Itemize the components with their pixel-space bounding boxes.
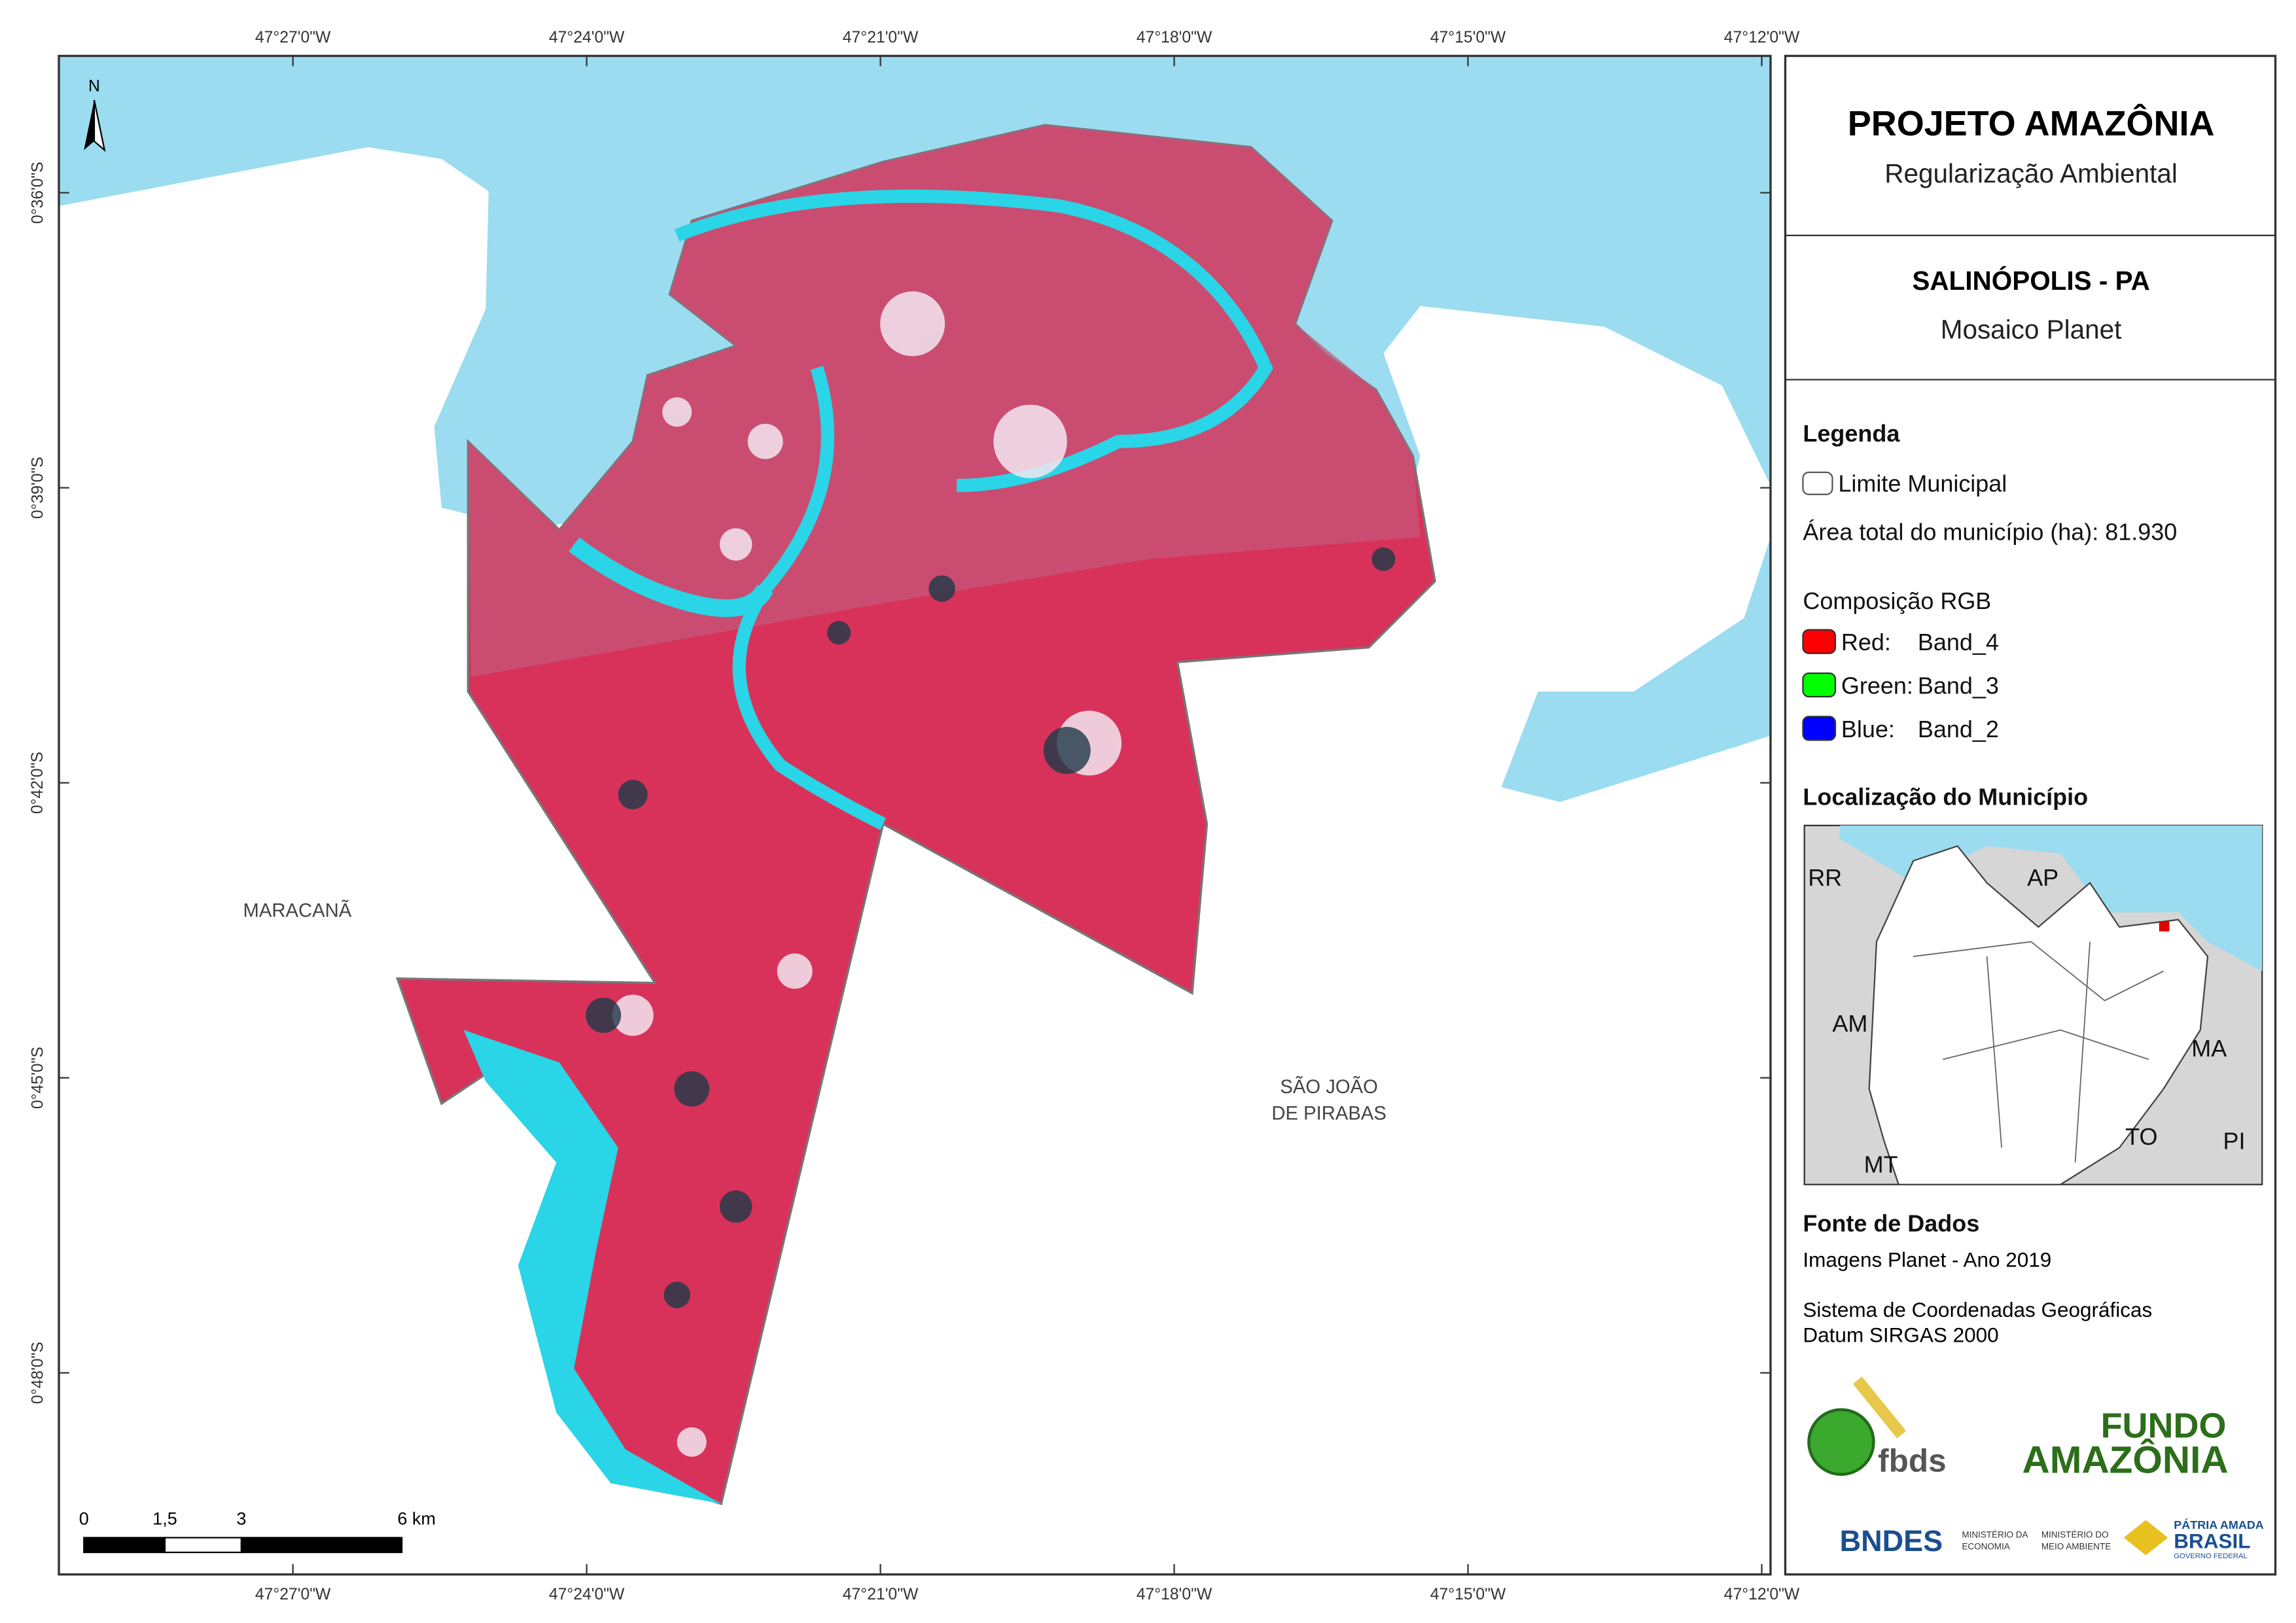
scale-bar [83, 1537, 403, 1554]
scale-label: 0 [79, 1509, 89, 1528]
place-name: DE PIRABAS [1271, 1104, 1386, 1125]
title: PROJETO AMAZÔNIA [1848, 103, 2215, 143]
north-label: N [88, 77, 100, 95]
municipality: SALINÓPOLIS - PA [1912, 266, 2150, 296]
x-coord-label: 47°21'0"W [843, 29, 919, 46]
fundo-logo: FUNDO [2101, 1406, 2227, 1446]
band-swatch [1802, 672, 1837, 698]
band-channel: Blue: [1841, 716, 1895, 742]
band-name: Band_4 [1918, 629, 1999, 655]
brasil-logo: GOVERNO FEDERAL [2174, 1552, 2247, 1560]
subtitle: Regularização Ambiental [1884, 158, 2178, 188]
sea-east [1501, 537, 1771, 802]
sources-title: Fonte de Dados [1803, 1210, 1979, 1237]
inset-map [1803, 824, 2263, 1185]
y-coord-label: 0°39'0"S [29, 457, 46, 519]
north-arrow [84, 99, 94, 150]
x-coord-label: 47°15'0"W [1430, 1586, 1506, 1603]
ministry-logo: MEIO AMBIENTE [2041, 1542, 2111, 1552]
coordinate-labels: 47°27'0"W 47°27'0"W 47°24'0"W 47°24'0"W 47°2… [29, 29, 1800, 1603]
x-coord-label: 47°21'0"W [843, 1586, 919, 1603]
place-name: MARACANÃ [243, 899, 352, 921]
legend-swatch [1802, 471, 1833, 495]
brasil-logo: PÁTRIA AMADA [2174, 1518, 2264, 1531]
ministry-logo: ECONOMIA [1962, 1542, 2009, 1552]
estuary [674, 189, 1273, 830]
inset-label: MA [2191, 1035, 2227, 1062]
inset-label: AM [1832, 1010, 1867, 1037]
x-coord-label: 47°27'0"W [255, 29, 331, 46]
fbds-logo [1807, 1408, 1875, 1476]
x-coord-label: 47°24'0"W [549, 29, 625, 46]
source-text: Imagens Planet - Ano 2019 [1803, 1248, 2051, 1272]
inset-label: TO [2125, 1123, 2157, 1150]
fbds-logo [1852, 1376, 1907, 1439]
location-title: Localização do Município [1803, 783, 2088, 810]
band-name: Band_3 [1918, 672, 1999, 699]
cloud-shadows [586, 547, 1396, 1308]
bndes-logo: BNDES [1840, 1524, 1943, 1558]
y-coord-label: 0°42'0"S [29, 752, 46, 814]
x-coord-label: 47°12'0"W [1724, 29, 1800, 46]
y-coord-label: 0°36'0"S [29, 162, 46, 224]
scale-label: 1,5 [152, 1509, 177, 1528]
y-coord-label: 0°45'0"S [29, 1047, 46, 1109]
legend-item: Limite Municipal [1838, 470, 2007, 497]
fbds-text: fbds [1878, 1442, 1946, 1478]
y-coord-label: 0°48'0"S [29, 1342, 46, 1404]
map-area: N MARACANÃ SÃO JOÃO DE PIRABAS 0 1,5 3 6… [58, 54, 1772, 1576]
inset-label: RR [1808, 864, 1842, 891]
area-text: Área total do município (ha): 81.930 [1803, 519, 2177, 546]
brasil-logo: BRASIL [2174, 1529, 2250, 1552]
x-coord-label: 47°18'0"W [1137, 1586, 1212, 1603]
river [463, 1030, 722, 1504]
map-frame [58, 54, 1772, 1576]
x-coord-label: 47°24'0"W [549, 1586, 625, 1603]
inset-label: MT [1864, 1151, 1898, 1178]
band-name: Band_2 [1918, 716, 1999, 742]
estuary-west [569, 537, 773, 618]
x-coord-label: 47°27'0"W [255, 1586, 331, 1603]
mosaic: Mosaico Planet [1941, 314, 2122, 344]
rgb-title: Composição RGB [1803, 587, 1991, 614]
x-coord-label: 47°18'0"W [1137, 29, 1212, 46]
inset-label: AP [2027, 864, 2058, 891]
band-channel: Red: [1841, 629, 1891, 655]
legend-panel: PROJETO AMAZÔNIA Regularização Ambiental… [1784, 54, 2277, 1576]
x-coord-label: 47°12'0"W [1724, 1586, 1800, 1603]
band-swatch [1802, 716, 1837, 741]
band-channel: Green: [1841, 672, 1913, 699]
band-swatch [1802, 629, 1837, 654]
north-arrow [93, 99, 106, 152]
legend-title: Legenda [1803, 420, 1900, 447]
inset-labels: RR AP AM MA TO MT PI [1808, 864, 2245, 1178]
source-text: Datum SIRGAS 2000 [1803, 1323, 1998, 1346]
ministry-logo: MINISTÉRIO DO [2041, 1530, 2109, 1540]
source-text: Sistema de Coordenadas Geográficas [1803, 1298, 2152, 1321]
scale-label: 3 [236, 1509, 246, 1528]
x-coord-label: 47°15'0"W [1430, 29, 1506, 46]
fundo-logo: AMAZÔNIA [2022, 1438, 2229, 1482]
inset-label: PI [2223, 1128, 2246, 1155]
ministry-logo: MINISTÉRIO DA [1962, 1530, 2028, 1540]
place-name: SÃO JOÃO [1280, 1075, 1377, 1098]
scale-label: 6 km [397, 1509, 435, 1528]
